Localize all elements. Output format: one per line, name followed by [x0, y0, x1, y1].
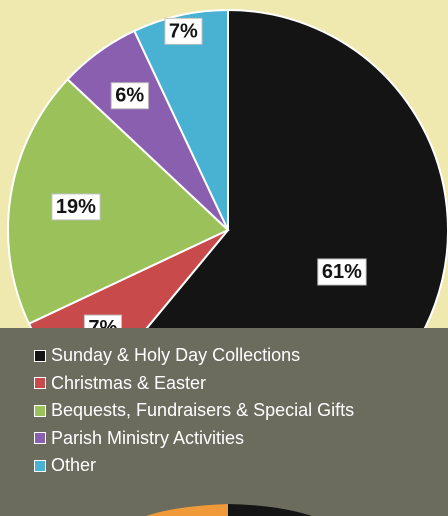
- data-label-text: 6%: [115, 85, 144, 107]
- pie-slice-3: [7, 77, 230, 326]
- pie-slice-5: [132, 8, 229, 231]
- legend-swatch: [34, 349, 46, 362]
- legend-label: Parish Ministry Activities: [51, 427, 245, 448]
- legend-label: Bequests, Fundraisers & Special Gifts: [51, 400, 355, 421]
- legend-item: Bequests, Fundraisers & Special Gifts: [34, 397, 354, 425]
- data-label-1: 61%: [317, 258, 367, 286]
- legend-label: Other: [51, 455, 97, 476]
- data-label-3: 19%: [51, 193, 101, 221]
- data-label-box: [51, 193, 101, 221]
- legend-label: Sunday & Holy Day Collections: [51, 345, 301, 366]
- legend-label: Christmas & Easter: [51, 372, 207, 393]
- legend-swatch: [34, 459, 46, 472]
- data-label-text: 19%: [56, 196, 96, 218]
- legend-item: Sunday & Holy Day Collections: [34, 342, 354, 370]
- legend-swatch: [34, 404, 46, 417]
- legend-item: Parish Ministry Activities: [34, 425, 354, 453]
- data-label-text: 7%: [169, 20, 198, 42]
- legend: Sunday & Holy Day Collections Christmas &…: [0, 328, 448, 516]
- data-label-4: 6%: [110, 82, 149, 110]
- legend-swatch: [34, 377, 46, 390]
- data-label-text: 61%: [322, 261, 362, 283]
- legend-item: Other: [34, 452, 354, 480]
- legend-list: Sunday & Holy Day Collections Christmas &…: [34, 342, 354, 480]
- data-label-5: 7%: [164, 17, 203, 45]
- legend-item: Christmas & Easter: [34, 370, 354, 398]
- data-label-box: [317, 258, 367, 286]
- data-label-box: [110, 82, 149, 110]
- data-label-box: [164, 17, 203, 45]
- legend-swatch: [34, 432, 46, 445]
